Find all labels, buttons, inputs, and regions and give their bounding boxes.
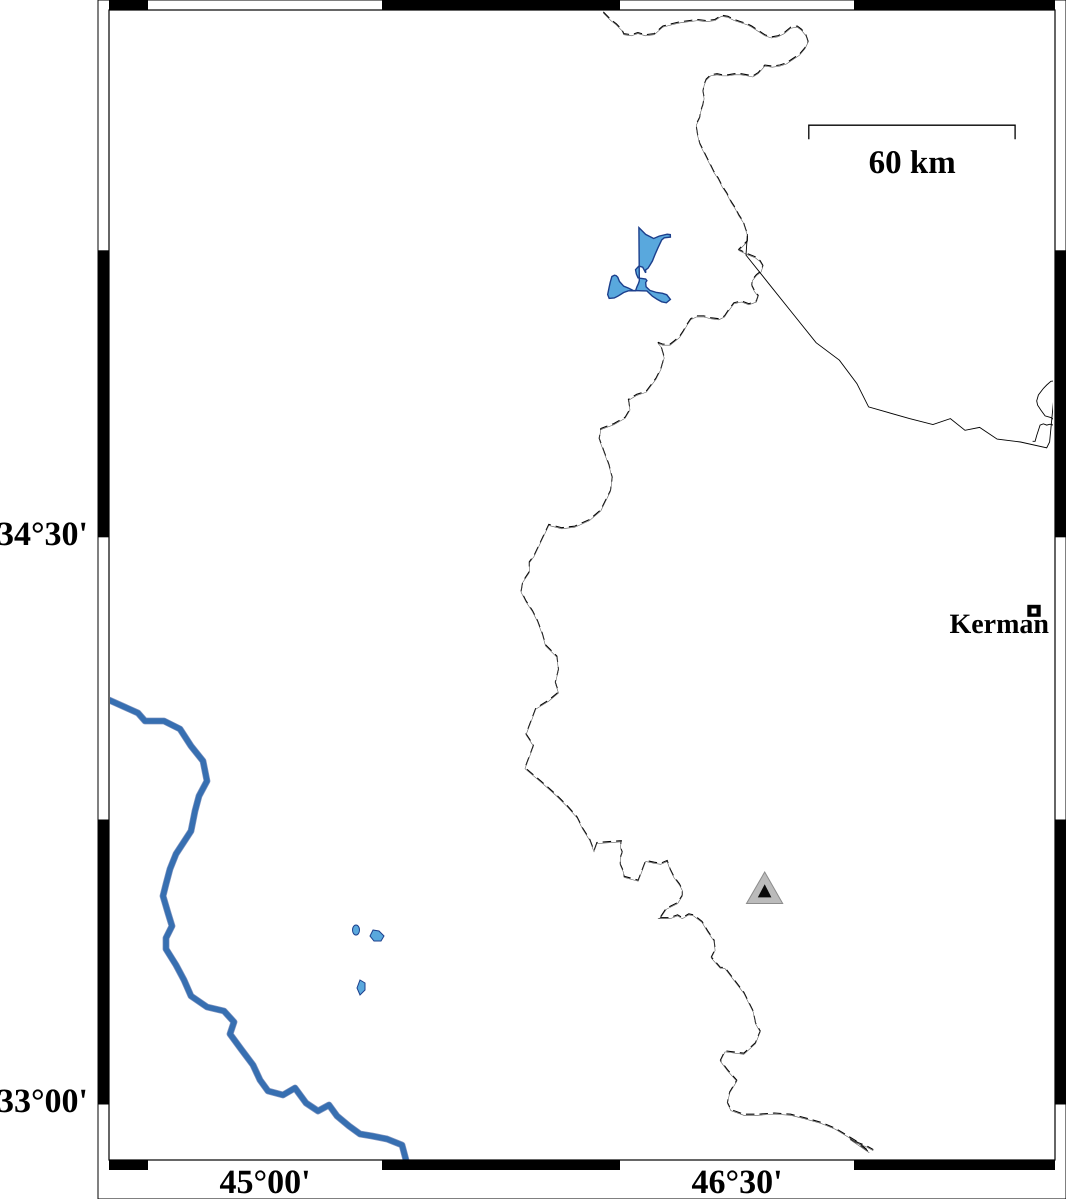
svg-text:33°00': 33°00' [0, 1083, 88, 1120]
svg-text:45°00': 45°00' [219, 1164, 310, 1199]
svg-text:34°30': 34°30' [0, 516, 88, 553]
svg-text:46°30': 46°30' [691, 1164, 782, 1199]
svg-text:60 km: 60 km [869, 145, 956, 181]
svg-text:Kerman: Kerman [949, 609, 1049, 640]
